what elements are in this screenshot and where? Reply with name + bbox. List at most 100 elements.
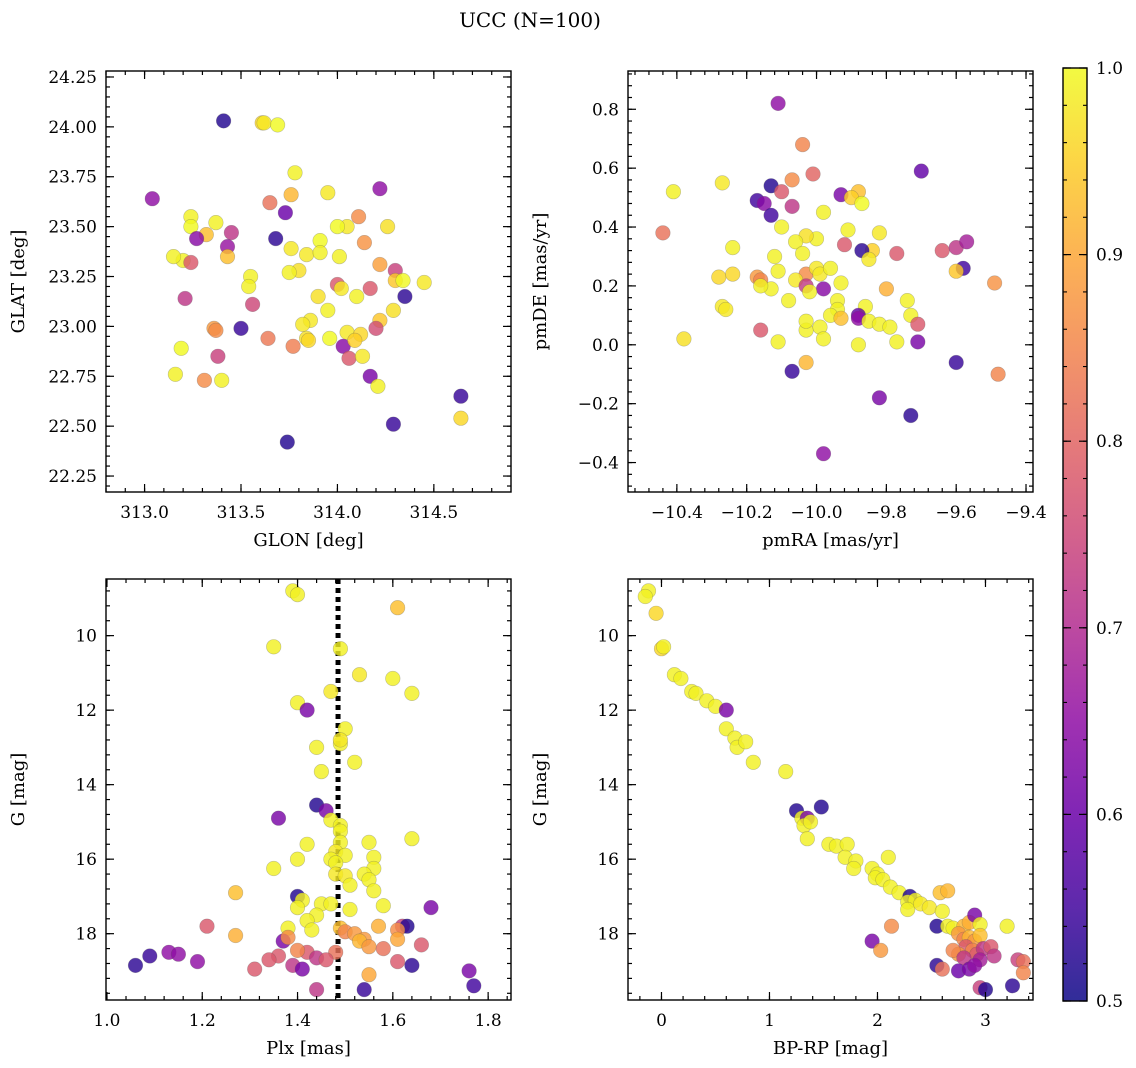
scatter-point bbox=[850, 337, 867, 353]
scatter-point bbox=[385, 670, 401, 687]
scatter-point bbox=[871, 225, 888, 241]
scatter-point bbox=[833, 275, 849, 291]
scatter-point bbox=[144, 191, 160, 207]
x-tick-label: 314.0 bbox=[313, 503, 362, 523]
scatter-point bbox=[794, 137, 811, 153]
scatter-point bbox=[913, 163, 929, 179]
scatter-point bbox=[216, 113, 232, 129]
scatter-point bbox=[342, 901, 358, 918]
scatter-point bbox=[362, 280, 378, 297]
scatter-point bbox=[1015, 965, 1031, 981]
scatter-point bbox=[815, 281, 832, 297]
x-tick-label: 0 bbox=[656, 1011, 667, 1031]
scatter-point bbox=[310, 288, 326, 305]
scatter-point bbox=[266, 860, 282, 877]
scatter-point bbox=[945, 942, 961, 959]
scatter-point bbox=[351, 209, 367, 225]
scatter-point bbox=[323, 896, 339, 912]
scatter-point bbox=[196, 372, 212, 388]
scatter-point bbox=[934, 243, 950, 259]
scatter-point bbox=[773, 219, 790, 235]
scatter-point bbox=[871, 390, 888, 406]
panel-bottom-left: 1.0 1.2 1.4 1.6 1.8 10 12 14 16 18 Plx [mas] G [mag… bbox=[8, 578, 512, 1059]
scatter-point bbox=[815, 331, 832, 347]
scatter-point bbox=[299, 702, 315, 718]
y-tick-label: 0.2 bbox=[592, 277, 619, 297]
scatter-point bbox=[413, 937, 430, 953]
scatter-point bbox=[312, 245, 328, 261]
scatter-point bbox=[745, 754, 761, 770]
y-tick-label: 23.50 bbox=[48, 218, 97, 238]
scatter-point bbox=[883, 918, 900, 934]
scatter-point bbox=[332, 641, 349, 657]
y-tick-label: 14 bbox=[75, 776, 97, 796]
scatter-point bbox=[648, 605, 664, 621]
scatter-point bbox=[280, 929, 296, 946]
x-tick-label: 314.5 bbox=[410, 503, 459, 523]
panel-top-right: −10.4 −10.2 −10.0 −9.8 −9.6 −9.4 −0.4 −0.2 0.0 0.… bbox=[530, 70, 1047, 551]
scatter-point bbox=[299, 836, 315, 852]
y-tick-label: 22.50 bbox=[48, 417, 97, 437]
scatter-point bbox=[753, 322, 769, 338]
scatter-point bbox=[173, 340, 189, 356]
scatter-point bbox=[283, 187, 299, 203]
scatter-point bbox=[385, 302, 402, 319]
scatter-point bbox=[655, 639, 672, 655]
x-tick-label: −9.8 bbox=[866, 503, 907, 523]
scatter-point bbox=[256, 115, 272, 131]
scatter-point bbox=[725, 240, 741, 256]
colorbar-tick-label: 0.9 bbox=[1096, 246, 1123, 266]
scatter-point bbox=[404, 957, 420, 974]
y-tick-label: 0.4 bbox=[592, 218, 619, 238]
scatter-point bbox=[999, 918, 1015, 934]
scatter-point bbox=[309, 739, 325, 756]
y-tick-label: 0.0 bbox=[592, 336, 619, 356]
scatter-point bbox=[780, 293, 797, 309]
x-tick-label: 1.0 bbox=[93, 1011, 120, 1031]
scatter-points bbox=[655, 95, 1006, 462]
y-tick-label: 0.8 bbox=[592, 100, 619, 120]
scatter-point bbox=[813, 799, 829, 815]
scatter-point bbox=[778, 763, 794, 780]
scatter-point bbox=[210, 348, 226, 364]
x-tick-label: −10.0 bbox=[790, 503, 842, 523]
y-tick-label: 22.25 bbox=[48, 467, 97, 487]
scatter-point bbox=[873, 942, 889, 959]
scatter-point bbox=[347, 754, 363, 770]
scatter-point bbox=[318, 952, 334, 968]
scatter-point bbox=[770, 95, 786, 111]
scatter-point bbox=[228, 885, 244, 901]
scatter-point bbox=[214, 372, 230, 388]
colorbar: 0.5 0.6 0.7 0.8 0.9 1.0 bbox=[1062, 59, 1123, 1012]
scatter-point bbox=[784, 172, 800, 188]
panels: 313.0 313.5 314.0 314.5 22.25 22.50 22.75 23.00… bbox=[8, 68, 1047, 1059]
scatter-point bbox=[268, 231, 284, 247]
x-tick-label: 2 bbox=[872, 1011, 883, 1031]
scatter-point bbox=[323, 683, 339, 700]
scatter-point bbox=[219, 249, 236, 265]
scatter-point bbox=[289, 586, 306, 603]
scatter-point bbox=[763, 207, 779, 223]
scatter-point bbox=[959, 234, 975, 250]
scatter-point bbox=[277, 205, 294, 221]
scatter-point bbox=[466, 978, 482, 994]
scatter-point bbox=[320, 185, 336, 201]
scatter-point bbox=[285, 338, 301, 354]
scatter-point bbox=[773, 184, 790, 200]
colorbar-tick-label: 0.7 bbox=[1096, 619, 1123, 639]
scatter-point bbox=[889, 245, 905, 262]
scatter-point bbox=[934, 961, 950, 977]
scatter-point bbox=[673, 670, 689, 687]
scatter-points bbox=[637, 583, 1031, 998]
scatter-point bbox=[260, 330, 276, 347]
scatter-point bbox=[967, 957, 983, 974]
scatter-point bbox=[802, 814, 819, 830]
scatter-point bbox=[320, 302, 336, 319]
scatter-point bbox=[833, 310, 849, 326]
x-tick-label: 1.6 bbox=[379, 1011, 406, 1031]
y-tick-label: 23.25 bbox=[48, 268, 97, 288]
axes-frame bbox=[627, 578, 1034, 1001]
scatter-point bbox=[940, 883, 956, 899]
y-axis-label: G [mag] bbox=[8, 753, 29, 826]
